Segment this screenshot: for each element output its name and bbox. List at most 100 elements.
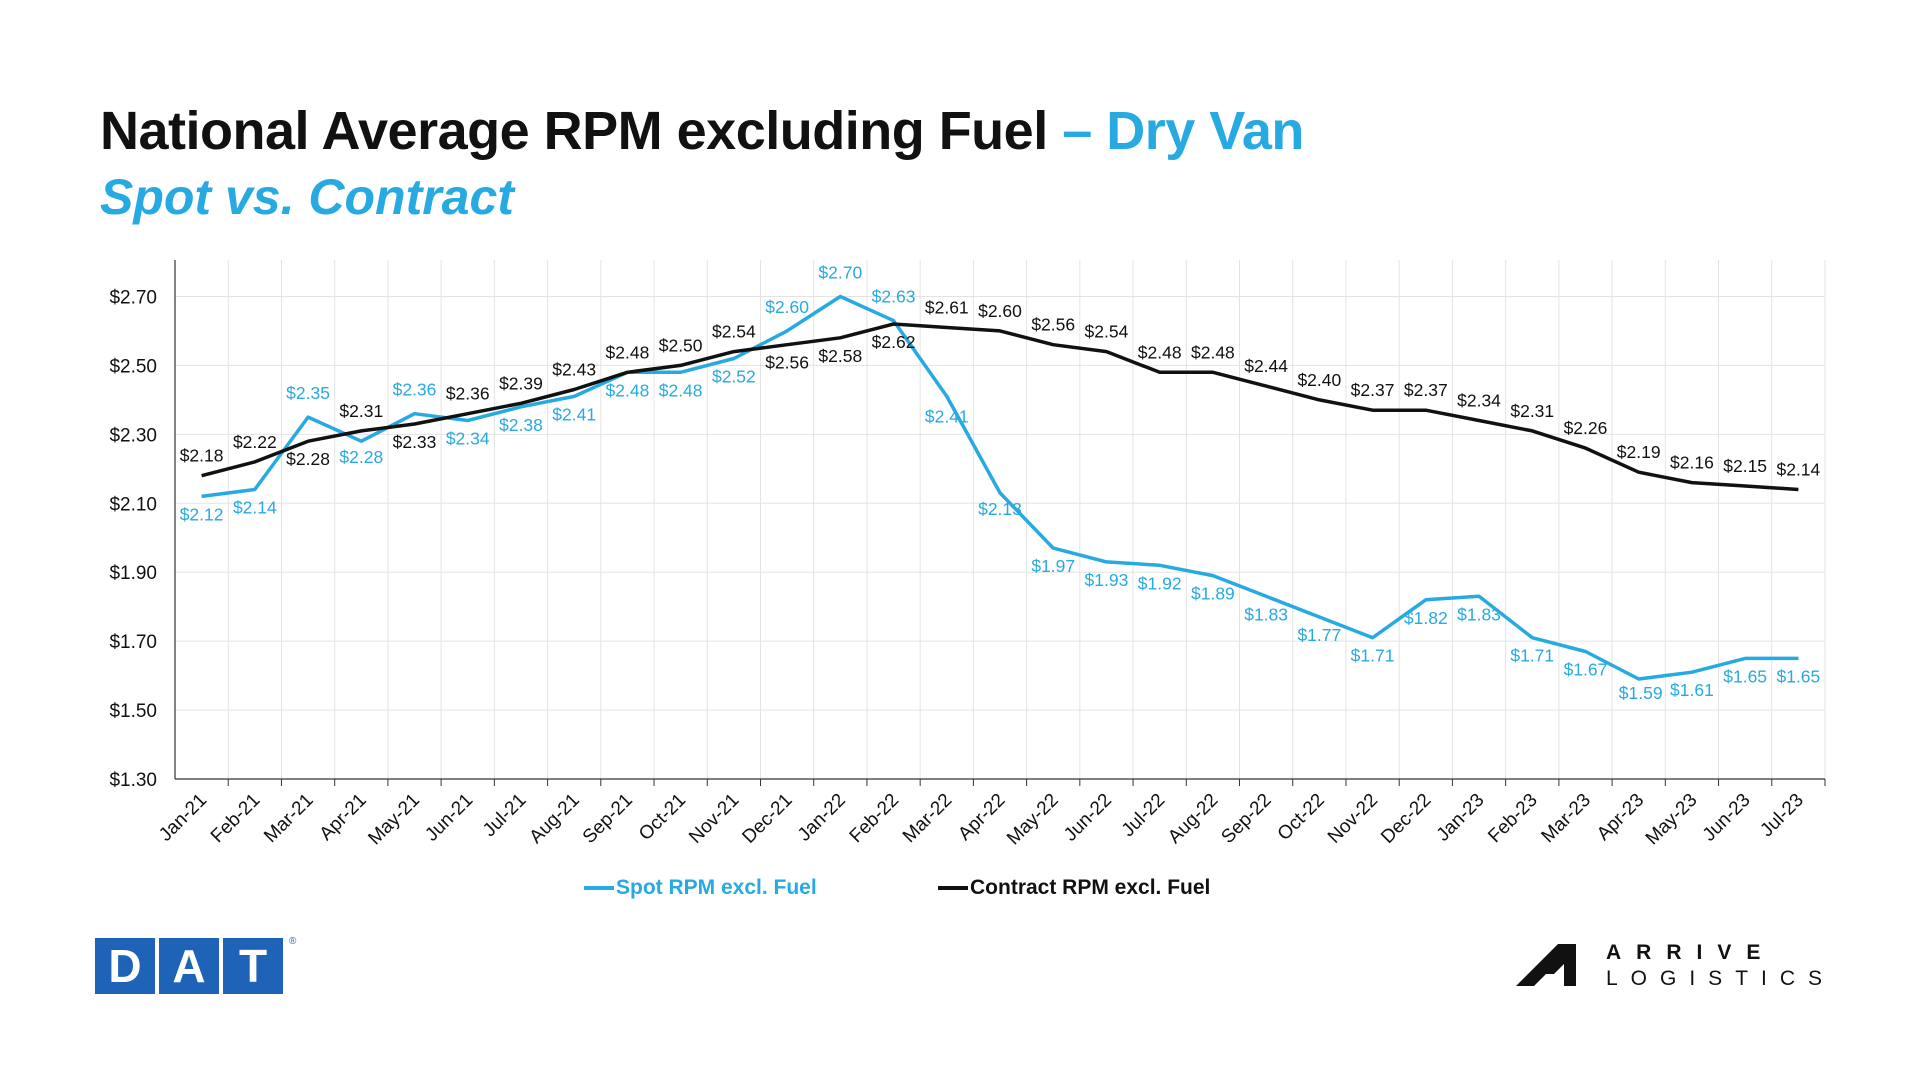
y-tick-label: $2.30 [109,425,157,446]
data-label-spot: $2.34 [446,429,490,449]
x-tick-label: May-22 [1003,790,1063,850]
data-label-contract: $2.39 [499,373,543,393]
arrive-wordmark-bottom: LOGISTICS [1606,967,1836,990]
data-label-contract: $2.34 [1457,391,1501,411]
data-label-contract: $2.61 [925,297,969,317]
x-tick-label: Feb-22 [846,790,903,847]
x-tick-label: Oct-21 [635,790,690,845]
data-label-contract: $2.19 [1617,442,1661,462]
arrive-wordmark-top: ARRIVE [1606,941,1776,964]
data-label-spot: $2.28 [339,447,383,467]
data-label-spot: $2.70 [818,262,862,282]
data-label-spot: $1.83 [1244,604,1288,624]
data-label-spot: $1.65 [1723,666,1767,686]
data-label-spot: $1.71 [1351,646,1395,666]
data-label-contract: $2.28 [286,449,330,469]
data-label-contract: $2.22 [233,432,277,452]
data-label-contract: $2.16 [1670,453,1714,473]
data-label-spot: $1.59 [1619,683,1663,703]
legend-swatch-spot [584,886,614,890]
data-label-contract: $2.33 [393,432,437,452]
chart-title: National Average RPM excluding Fuel – Dr… [100,98,1304,164]
chart-title-main: National Average RPM excluding Fuel [100,101,1048,161]
dat-logo: D A T ® [95,936,297,994]
data-label-spot: $1.82 [1404,608,1448,628]
x-tick-label: Sep-21 [579,790,637,848]
dat-logo-letter: A [159,938,219,994]
data-label-contract: $2.14 [1776,459,1820,479]
data-label-contract: $2.48 [1138,342,1182,362]
data-label-spot: $2.38 [499,415,543,435]
data-label-spot: $2.36 [393,380,437,400]
data-label-spot: $1.89 [1191,584,1235,604]
data-label-contract: $2.36 [446,384,490,404]
legend-label-spot: Spot RPM excl. Fuel [616,876,817,899]
x-tick-label: Jul-21 [479,790,530,841]
y-tick-label: $1.30 [109,770,157,791]
data-label-contract: $2.37 [1351,380,1395,400]
data-label-spot: $2.35 [286,383,330,403]
y-tick-label: $2.10 [109,494,157,515]
data-label-spot: $2.12 [180,504,224,524]
data-label-contract: $2.31 [1510,401,1554,421]
data-label-contract: $2.56 [1031,315,1075,335]
chart-title-accent: – Dry Van [1047,101,1304,161]
chart-subtitle: Spot vs. Contract [100,169,514,225]
data-label-spot: $2.63 [872,287,916,307]
legend-item-spot: Spot RPM excl. Fuel [584,876,817,900]
grid-layer [175,260,1826,779]
x-tick-label: Mar-21 [260,790,317,847]
x-tick-label: Nov-21 [685,790,743,848]
arrive-mark-icon [1516,944,1576,986]
x-tick-label: Apr-22 [954,790,1009,845]
data-label-contract: $2.60 [978,301,1022,321]
dat-logo-letter: D [95,938,155,994]
arrive-wordmark: ARRIVE LOGISTICS [1606,940,1835,992]
data-label-spot: $1.77 [1297,625,1341,645]
x-tick-label: Oct-22 [1274,790,1329,845]
y-tick-label: $1.90 [109,563,157,584]
x-tick-label: Jan-21 [155,790,211,846]
data-label-spot: $1.93 [1085,570,1129,590]
x-tick-label: Mar-22 [899,790,956,847]
data-label-contract: $2.54 [712,322,756,342]
x-tick-label: Jan-23 [1433,790,1489,846]
data-label-contract: $2.43 [552,360,596,380]
x-tick-label: Dec-21 [738,790,796,848]
chart-title-block: National Average RPM excluding Fuel – Dr… [100,98,1304,230]
data-label-spot: $2.41 [925,406,969,426]
data-label-contract: $2.48 [606,342,650,362]
data-label-spot: $2.14 [233,497,277,517]
y-tick-label: $1.70 [109,632,157,653]
y-tick-label: $1.50 [109,701,157,722]
x-tick-label: May-21 [364,790,424,850]
axis-layer: $1.30 $1.50 $1.70 $1.90 $2.10 $2.30 $2.50 $2.70… [109,260,1826,850]
data-label-spot: $2.52 [712,367,756,387]
data-label-contract: $2.50 [659,335,703,355]
legend-item-contract: Contract RPM excl. Fuel [938,876,1210,900]
x-tick-label: Jun-21 [421,790,477,846]
legend-label-contract: Contract RPM excl. Fuel [970,876,1211,899]
series-line-spot [201,294,1799,681]
x-tick-label: Aug-21 [526,790,584,848]
x-tick-label: May-23 [1642,790,1702,850]
data-label-spot: $2.13 [978,499,1022,519]
data-label-spot: $1.61 [1670,680,1714,700]
data-label-spot: $1.65 [1776,666,1820,686]
x-tick-label: Mar-23 [1538,790,1595,847]
line-chart: $1.30 $1.50 $1.70 $1.90 $2.10 $2.30 $2.50 $2.70… [109,260,1826,850]
registered-mark: ® [289,936,297,947]
x-tick-label: Nov-22 [1324,790,1382,848]
x-tick-label: Apr-23 [1593,790,1648,845]
x-tick-label: Sep-22 [1217,790,1275,848]
data-label-contract: $2.56 [765,353,809,373]
arrive-logistics-logo: ARRIVE LOGISTICS [1516,940,1835,992]
data-label-contract: $2.44 [1244,356,1288,376]
data-label-contract: $2.62 [872,332,916,352]
x-tick-label: Jan-22 [794,790,850,846]
series-line-contract [201,322,1799,492]
data-label-contract: $2.31 [339,401,383,421]
x-tick-label: Jul-23 [1756,790,1807,841]
x-tick-label: Apr-21 [316,790,371,845]
data-label-contract: $2.40 [1297,370,1341,390]
